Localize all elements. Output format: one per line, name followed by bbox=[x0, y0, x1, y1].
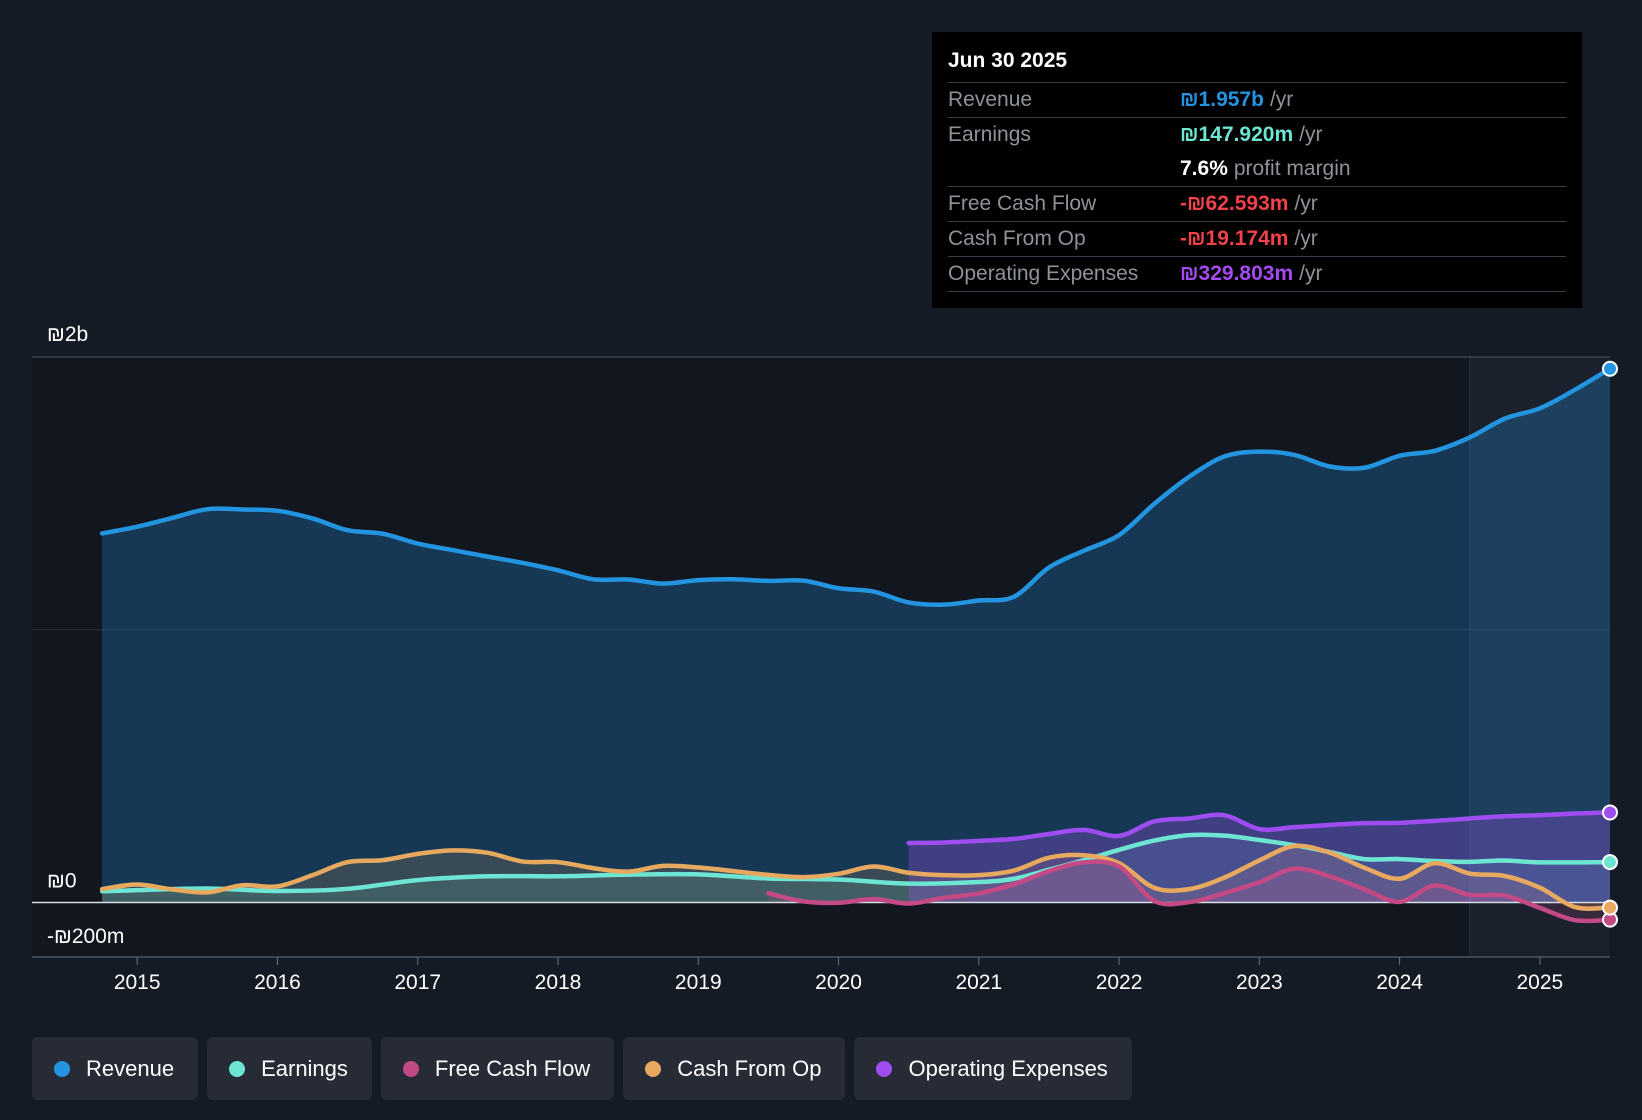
end-marker-earnings bbox=[1602, 854, 1618, 871]
tooltip-row-profit-margin: 7.6% profit margin bbox=[948, 152, 1566, 186]
end-marker-cash-from-op bbox=[1602, 899, 1618, 916]
tooltip-value: 7.6% bbox=[1180, 157, 1228, 180]
tooltip-value: -₪19.174m bbox=[1180, 227, 1289, 250]
legend-item-revenue[interactable]: Revenue bbox=[32, 1037, 199, 1100]
x-tick-label: 2024 bbox=[1376, 971, 1423, 994]
legend-dot-icon bbox=[229, 1060, 246, 1077]
legend-label: Cash From Op bbox=[677, 1055, 822, 1081]
y-tick-label: ₪0 bbox=[47, 869, 77, 892]
tooltip-value: ₪329.803m bbox=[1180, 262, 1294, 285]
line-earnings bbox=[99, 832, 1613, 894]
tooltip-unit: /yr bbox=[1299, 262, 1323, 285]
area-operating-expenses bbox=[908, 812, 1610, 903]
tooltip-row-free-cash-flow: Free Cash Flow -₪62.593m /yr bbox=[948, 186, 1566, 221]
tooltip-row-earnings: Earnings ₪147.920m /yr bbox=[948, 117, 1566, 152]
tooltip-label: Revenue bbox=[948, 88, 1033, 111]
legend-label: Earnings bbox=[261, 1055, 348, 1081]
x-tick-label: 2019 bbox=[675, 971, 722, 994]
end-marker-revenue bbox=[1602, 360, 1618, 377]
tooltip-unit: /yr bbox=[1269, 88, 1294, 111]
area-earnings bbox=[102, 834, 1611, 903]
area-revenue bbox=[102, 368, 1611, 903]
y-tick-label: ₪2b bbox=[47, 323, 88, 346]
legend-dot-icon bbox=[54, 1060, 70, 1077]
line-operating-expenses bbox=[906, 810, 1613, 846]
tooltip-value: ₪147.920m bbox=[1180, 123, 1294, 146]
tooltip-label: Free Cash Flow bbox=[948, 192, 1097, 215]
legend: Revenue Earnings Free Cash Flow Cash Fro… bbox=[32, 1037, 1132, 1100]
tooltip-panel: Jun 30 2025 Revenue ₪1.957b /yr Earnings… bbox=[932, 32, 1582, 308]
x-tick-label: 2020 bbox=[815, 971, 862, 994]
legend-item-earnings[interactable]: Earnings bbox=[207, 1037, 372, 1100]
line-cash-from-op bbox=[99, 843, 1613, 911]
tooltip-label: Cash From Op bbox=[948, 227, 1086, 250]
legend-label: Free Cash Flow bbox=[434, 1055, 591, 1081]
tooltip-unit: profit margin bbox=[1233, 157, 1351, 180]
line-revenue bbox=[99, 366, 1613, 607]
tooltip-date: Jun 30 2025 bbox=[948, 49, 1068, 72]
tooltip-row-operating-expenses: Operating Expenses ₪329.803m /yr bbox=[948, 256, 1566, 292]
tooltip-row-cash-from-op: Cash From Op -₪19.174m /yr bbox=[948, 221, 1566, 256]
tooltip-value: ₪1.957b bbox=[1180, 88, 1264, 111]
x-tick-label: 2018 bbox=[535, 971, 582, 994]
legend-dot-icon bbox=[402, 1060, 419, 1077]
legend-item-cash-from-op[interactable]: Cash From Op bbox=[623, 1037, 846, 1100]
tooltip-unit: /yr bbox=[1299, 123, 1323, 146]
tooltip-value: -₪62.593m bbox=[1180, 192, 1289, 215]
legend-item-operating-expenses[interactable]: Operating Expenses bbox=[854, 1037, 1132, 1100]
legend-item-free-cash-flow[interactable]: Free Cash Flow bbox=[380, 1037, 615, 1100]
x-tick-label: 2023 bbox=[1236, 971, 1283, 994]
tooltip-unit: /yr bbox=[1294, 227, 1318, 250]
x-tick-label: 2017 bbox=[394, 971, 441, 994]
tooltip-label: Earnings bbox=[948, 123, 1031, 146]
x-tick-label: 2016 bbox=[254, 971, 301, 994]
x-tick-label: 2022 bbox=[1096, 971, 1143, 994]
y-tick-label: -₪200m bbox=[47, 925, 124, 948]
tooltip-unit: /yr bbox=[1294, 192, 1318, 215]
highlight-region bbox=[1469, 357, 1610, 957]
line-free-cash-flow bbox=[766, 859, 1613, 924]
area-free-cash-flow bbox=[768, 861, 1610, 921]
legend-label: Operating Expenses bbox=[908, 1055, 1108, 1081]
legend-dot-icon bbox=[876, 1060, 893, 1077]
tooltip-label: Operating Expenses bbox=[948, 262, 1139, 285]
x-tick-label: 2015 bbox=[114, 971, 161, 994]
legend-label: Revenue bbox=[86, 1055, 175, 1081]
end-marker-operating-expenses bbox=[1602, 804, 1618, 821]
x-tick-label: 2025 bbox=[1517, 971, 1564, 994]
legend-dot-icon bbox=[645, 1060, 662, 1077]
x-tick-label: 2021 bbox=[955, 971, 1002, 994]
tooltip-row-revenue: Revenue ₪1.957b /yr bbox=[948, 82, 1566, 117]
